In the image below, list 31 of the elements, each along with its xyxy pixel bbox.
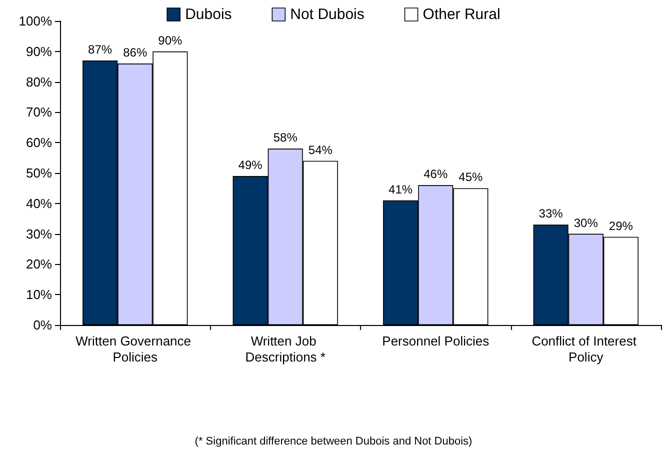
x-tick-label: Written Job Descriptions * [245, 334, 326, 364]
data-label: 86% [123, 46, 148, 60]
data-label: 46% [424, 167, 448, 182]
data-label: 41% [388, 182, 413, 196]
y-tick-label: 30% [26, 226, 52, 242]
x-tick-label: Personnel Policies [382, 334, 490, 348]
data-label: 29% [608, 218, 634, 233]
legend-label: Dubois [185, 6, 232, 23]
text: (* Significant difference between Dubois and Not Dubois) [194, 436, 472, 448]
y-tick-label: 10% [26, 287, 52, 302]
data-label: 45% [458, 170, 484, 184]
y-tick-label: 80% [26, 74, 52, 90]
data-label: 49% [238, 158, 263, 172]
data-label: 90% [158, 33, 183, 48]
y-tick-label: 60% [26, 135, 52, 150]
y-tick-label: 0% [33, 318, 52, 332]
legend-label: Other Rural [422, 6, 500, 23]
x-tick-label: Written Governance Policies [76, 334, 195, 364]
data-label: 54% [308, 142, 333, 157]
y-tick-label: 70% [26, 104, 52, 120]
data-label: 58% [273, 130, 298, 145]
legend-label: Not Dubois [290, 6, 364, 23]
y-tick-label: 20% [26, 256, 52, 272]
data-label: 30% [574, 216, 598, 230]
y-tick-label: 90% [26, 44, 52, 59]
y-tick-label: 50% [26, 166, 52, 180]
y-tick-label: 40% [26, 196, 52, 211]
x-tick-label: Conflict of Interest Policy [532, 334, 640, 364]
data-label: 87% [88, 42, 112, 57]
data-label: 33% [538, 206, 564, 221]
y-tick-label: 100% [18, 14, 52, 28]
